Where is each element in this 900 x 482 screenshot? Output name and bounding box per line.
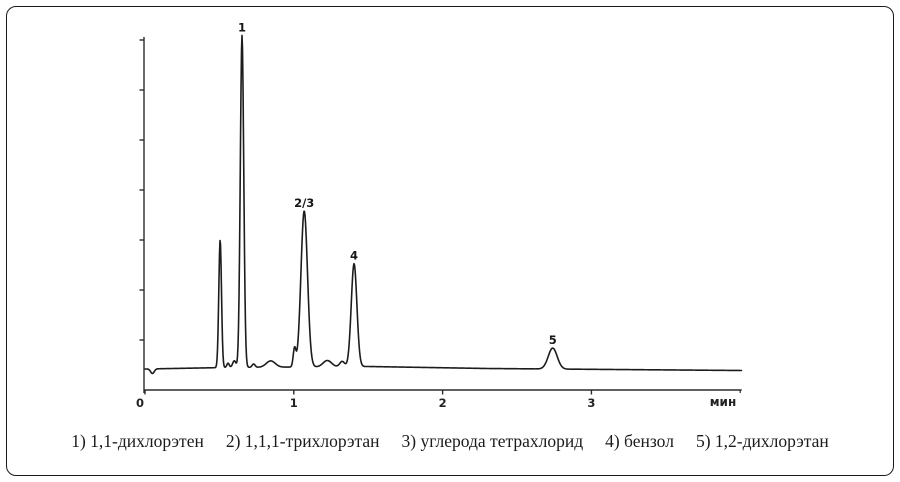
- legend-item-3: 3) углерода тетрахлорид: [401, 431, 584, 451]
- chromatogram-trace: [144, 34, 743, 375]
- x-tick-label: 0: [136, 396, 144, 410]
- legend-item-1: 1) 1,1-дихлорэтен: [71, 431, 204, 451]
- legend-item-5: 5) 1,2-дихлорэтан: [695, 431, 829, 451]
- x-tick-label: 2: [439, 396, 447, 410]
- peak-label-4: 4: [350, 249, 358, 263]
- peak-label-1: 1: [238, 20, 246, 34]
- figure-frame: [6, 6, 894, 476]
- legend-item-2: 2) 1,1,1-трихлорэтан: [225, 431, 380, 451]
- x-axis-unit-label: мин: [710, 395, 737, 409]
- peak-label-2-3: 2/3: [294, 196, 314, 210]
- x-tick-label: 1: [290, 396, 298, 410]
- x-tick-label: 3: [587, 396, 595, 410]
- peak-label-5: 5: [549, 333, 557, 347]
- legend-item-4: 4) бензол: [605, 431, 674, 451]
- compound-legend: 1) 1,1-дихлорэтен 2) 1,1,1-трихлорэтан 3…: [0, 429, 900, 453]
